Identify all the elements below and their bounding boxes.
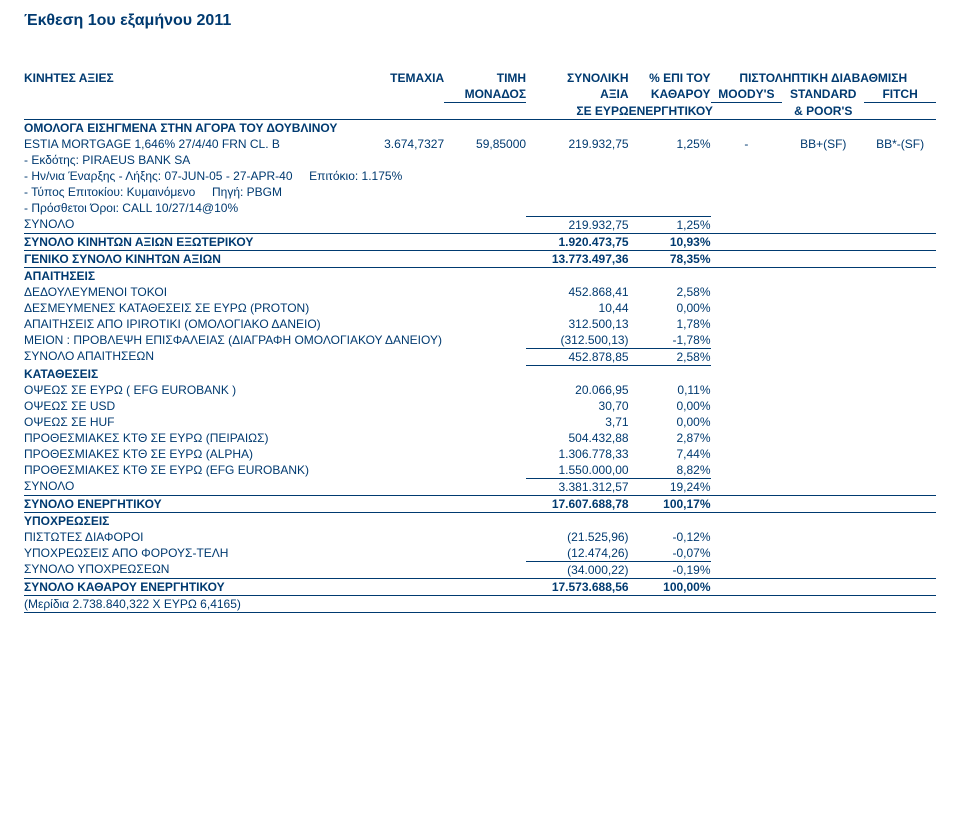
hdr-pisto: ΠΙΣΤΟΛΗΠΤΙΚΗ ΔΙΑΒΑΘΜΙΣΗ xyxy=(711,70,936,86)
row-estia-syn: 219.932,75 xyxy=(526,136,628,152)
section-apaithseis: ΑΠΑΙΤΗΣΕΙΣ xyxy=(24,267,936,284)
row-meion-epi: -1,78% xyxy=(629,332,711,349)
row-ypofor-label: ΥΠΟΧΡΕΩΣΕΙΣ ΑΠΟ ΦΟΡΟΥΣ-ΤΕΛΗ xyxy=(24,545,526,562)
row-estia-m: - xyxy=(711,136,783,152)
row-genkin-label: ΓΕΝΙΚΟ ΣΥΝΟΛΟ ΚΙΝΗΤΩΝ ΑΞΙΩΝ xyxy=(24,250,526,267)
hdr-epi-3: ΕΝΕΡΓΗΤΙΚΟΥ xyxy=(629,103,711,120)
row-desm-label: ΔΕΣΜΕΥΜΕΝΕΣ ΚΑΤΑΘΕΣΕΙΣ ΣΕ ΕΥΡΩ (PROTON) xyxy=(24,300,526,316)
row-meion-syn: (312.500,13) xyxy=(526,332,628,349)
row-estia-timi: 59,85000 xyxy=(444,136,526,152)
row-opseur-label: ΟΨΕΩΣ ΣΕ ΕΥΡΩ ( EFG EUROBANK ) xyxy=(24,382,526,398)
row-pistd-label: ΠΙΣΤΩΤΕΣ ΔΙΑΦΟΡΟΙ xyxy=(24,529,526,545)
row-ypofor-epi: -0,07% xyxy=(629,545,711,562)
row-synkath-epi: 100,00% xyxy=(629,578,711,595)
row-synypo-epi: -0,19% xyxy=(629,561,711,578)
row-proefg-label: ΠΡΟΘΕΣΜΙΑΚΕΣ ΚΤΘ ΣΕ ΕΥΡΩ (EFG EUROBANK) xyxy=(24,462,526,479)
section-omologa: ΟΜΟΛΟΓΑ ΕΙΣΗΓΜΕΝΑ ΣΤΗΝ ΑΓΟΡΑ ΤΟΥ ΔΟΥΒΛΙΝ… xyxy=(24,119,936,136)
row-desm-epi: 0,00% xyxy=(629,300,711,316)
row-propeir-syn: 504.432,88 xyxy=(526,430,628,446)
row-synkath-label: ΣΥΝΟΛΟ ΚΑΘΑΡΟΥ ΕΝΕΡΓΗΤΙΚΟΥ xyxy=(24,578,526,595)
hdr-sp-1: STANDARD xyxy=(782,86,864,103)
row-proalp-syn: 1.306.778,33 xyxy=(526,446,628,462)
row-meion-label: ΜΕΙΟΝ : ΠΡΟΒΛΕΨΗ ΕΠΙΣΦΑΛΕΙΑΣ (ΔΙΑΓΡΑΦΗ Ο… xyxy=(24,332,526,349)
row-opshuf-syn: 3,71 xyxy=(526,414,628,430)
row-synener-syn: 17.607.688,78 xyxy=(526,495,628,512)
row-genkin-epi: 78,35% xyxy=(629,250,711,267)
hdr-kinites: ΚΙΝΗΤΕΣ ΑΞΙΕΣ xyxy=(24,70,352,119)
row-opsusd-syn: 30,70 xyxy=(526,398,628,414)
hdr-moodys: MOODY'S xyxy=(711,86,783,103)
hdr-epi-1: % ΕΠΙ ΤΟΥ xyxy=(629,70,711,86)
row-apait-label: ΑΠΑΙΤΗΣΕΙΣ ΑΠΟ IPIROTIKI (ΟΜΟΛΟΓΙΑΚΟ ΔΑΝ… xyxy=(24,316,526,332)
row-syn2-label: ΣΥΝΟΛΟ xyxy=(24,478,526,495)
row-opsusd-label: ΟΨΕΩΣ ΣΕ USD xyxy=(24,398,526,414)
hdr-syn-3: ΣΕ ΕΥΡΩ xyxy=(526,103,628,120)
row-synkin-syn: 1.920.473,75 xyxy=(526,233,628,250)
section-katatheseis: ΚΑΤΑΘΕΣΕΙΣ xyxy=(24,365,936,382)
row-estia-f: BB*-(SF) xyxy=(864,136,936,152)
row-estia-label: ESTIA MORTGAGE 1,646% 27/4/40 FRN CL. B xyxy=(24,136,352,152)
row-synap-label: ΣΥΝΟΛΟ ΑΠΑΙΤΗΣΕΩΝ xyxy=(24,348,526,365)
row-synkin-epi: 10,93% xyxy=(629,233,711,250)
row-opseur-syn: 20.066,95 xyxy=(526,382,628,398)
hdr-epi-2: ΚΑΘΑΡΟΥ xyxy=(629,86,711,103)
row-synener-epi: 100,17% xyxy=(629,495,711,512)
row-estia-sp: BB+(SF) xyxy=(782,136,864,152)
page-title: Έκθεση 1ου εξαμήνου 2011 xyxy=(24,12,936,30)
hdr-sp-2: & POOR'S xyxy=(782,103,864,120)
row-opsusd-epi: 0,00% xyxy=(629,398,711,414)
row-apait-syn: 312.500,13 xyxy=(526,316,628,332)
row-syn2-syn: 3.381.312,57 xyxy=(526,478,628,495)
row-synypo-syn: (34.000,22) xyxy=(526,561,628,578)
hdr-temaxia: ΤΕΜΑΧΙΑ xyxy=(352,70,444,119)
row-opshuf-label: ΟΨΕΩΣ ΣΕ HUF xyxy=(24,414,526,430)
row-genkin-syn: 13.773.497,36 xyxy=(526,250,628,267)
row-pistd-epi: -0,12% xyxy=(629,529,711,545)
row-synypo-label: ΣΥΝΟΛΟ ΥΠΟΧΡΕΩΣΕΩΝ xyxy=(24,561,526,578)
row-synolo1-epi: 1,25% xyxy=(629,216,711,233)
row-proalp-epi: 7,44% xyxy=(629,446,711,462)
hdr-fitch: FITCH xyxy=(864,86,936,103)
hdr-syn-1: ΣΥΝΟΛΙΚΗ xyxy=(526,70,628,86)
row-prosth: - Πρόσθετοι Όροι: CALL 10/27/14@10% xyxy=(24,200,936,217)
row-merida: (Μερίδια 2.738.840,322 Χ ΕΥΡΩ 6,4165) xyxy=(24,595,936,612)
hdr-timi-2: ΜΟΝΑΔΟΣ xyxy=(444,86,526,103)
row-pistd-syn: (21.525,96) xyxy=(526,529,628,545)
row-estia-epi: 1,25% xyxy=(629,136,711,152)
row-synap-epi: 2,58% xyxy=(629,348,711,365)
row-Apait-epi: 1,78% xyxy=(629,316,711,332)
row-proefg-syn: 1.550.000,00 xyxy=(526,462,628,479)
row-proalp-label: ΠΡΟΘΕΣΜΙΑΚΕΣ ΚΤΘ ΣΕ ΕΥΡΩ (ALPHA) xyxy=(24,446,526,462)
row-ekdotis: - Εκδότης: PIRAEUS BANK SA xyxy=(24,152,936,168)
row-ded-label: ΔΕΔΟΥΛΕΥΜΕΝΟΙ ΤΟΚΟΙ xyxy=(24,284,526,300)
row-syn2-epi: 19,24% xyxy=(629,478,711,495)
row-ded-syn: 452.868,41 xyxy=(526,284,628,300)
row-ded-epi: 2,58% xyxy=(629,284,711,300)
row-typos: - Τύπος Επιτοκίου: Κυμαινόμενο Πηγή: PBG… xyxy=(24,184,936,200)
row-synkath-syn: 17.573.688,56 xyxy=(526,578,628,595)
row-synkin-label: ΣΥΝΟΛΟ ΚΙΝΗΤΩΝ ΑΞΙΩΝ ΕΞΩΤΕΡΙΚΟΥ xyxy=(24,233,526,250)
row-proefg-epi: 8,82% xyxy=(629,462,711,479)
row-propeir-epi: 2,87% xyxy=(629,430,711,446)
row-synolo1-syn: 219.932,75 xyxy=(526,216,628,233)
row-enarxi: - Ην/νια Έναρξης - Λήξης: 07-JUN-05 - 27… xyxy=(24,168,936,184)
row-synener-label: ΣΥΝΟΛΟ ΕΝΕΡΓΗΤΙΚΟΥ xyxy=(24,495,526,512)
section-ypoxrewseis: ΥΠΟΧΡΕΩΣΕΙΣ xyxy=(24,512,936,529)
row-propeir-label: ΠΡΟΘΕΣΜΙΑΚΕΣ ΚΤΘ ΣΕ ΕΥΡΩ (ΠΕΙΡΑΙΩΣ) xyxy=(24,430,526,446)
row-desm-syn: 10,44 xyxy=(526,300,628,316)
hdr-timi-1: ΤΙΜΗ xyxy=(444,70,526,86)
row-ypofor-syn: (12.474,26) xyxy=(526,545,628,562)
financial-table: ΚΙΝΗΤΕΣ ΑΞΙΕΣ ΤΕΜΑΧΙΑ ΤΙΜΗ ΣΥΝΟΛΙΚΗ % ΕΠ… xyxy=(24,70,936,613)
hdr-syn-2: ΑΞΙΑ xyxy=(526,86,628,103)
row-opshuf-epi: 0,00% xyxy=(629,414,711,430)
row-estia-temaxia: 3.674,7327 xyxy=(352,136,444,152)
row-opseur-epi: 0,11% xyxy=(629,382,711,398)
row-synolo1-label: ΣΥΝΟΛΟ xyxy=(24,216,352,233)
row-synap-syn: 452.878,85 xyxy=(526,348,628,365)
